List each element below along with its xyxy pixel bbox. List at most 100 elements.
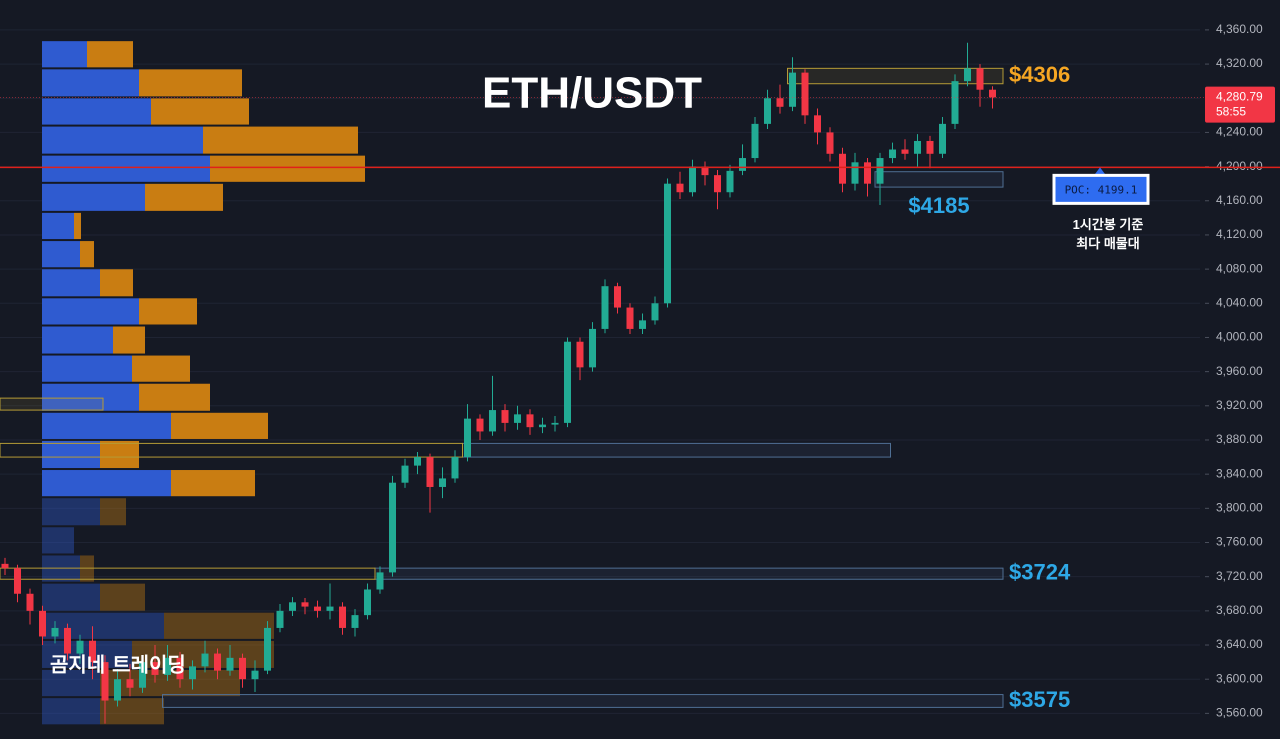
candle-body	[976, 68, 984, 90]
candle-body	[301, 602, 309, 607]
candle-body	[614, 286, 621, 308]
zone-label: $4185	[908, 193, 969, 218]
profile-buy-bar	[42, 669, 100, 697]
profile-buy-bar	[42, 412, 171, 439]
candle-body	[826, 132, 834, 154]
profile-buy-bar	[42, 326, 113, 354]
candle-body	[26, 593, 34, 611]
profile-sell-bar	[100, 498, 126, 526]
candle-body	[39, 610, 46, 637]
profile-buy-bar	[42, 98, 151, 125]
profile-buy-bar	[42, 527, 74, 554]
profile-sell-bar	[100, 583, 145, 611]
candle-body	[14, 568, 21, 594]
zone-box	[462, 442, 891, 458]
candle-body	[401, 465, 409, 483]
candle-body	[264, 627, 271, 671]
candle-body	[751, 123, 759, 159]
profile-buy-bar	[42, 470, 171, 497]
zone-box	[374, 567, 1004, 580]
zones: $4306 $4185 $3724 $3575	[0, 62, 1071, 712]
profile-sell-bar	[164, 612, 274, 639]
candle-body	[626, 307, 634, 329]
candle-body	[651, 303, 659, 321]
candle-body	[251, 670, 259, 680]
candle-body	[126, 679, 134, 688]
candle-body	[64, 627, 71, 654]
y-tick-label: 4,080.00	[1216, 261, 1263, 275]
profile-buy-bar	[42, 440, 100, 469]
candle-body	[451, 457, 459, 479]
zone-box	[0, 397, 104, 411]
profile-sell-bar	[87, 41, 133, 68]
y-tick-label: 3,640.00	[1216, 637, 1263, 651]
profile-buy-bar	[42, 640, 132, 668]
candle-body	[114, 679, 121, 701]
profile-sell-bar	[74, 212, 81, 240]
candle-body	[439, 478, 446, 487]
y-tick-label: 3,760.00	[1216, 535, 1263, 549]
candle-body	[289, 602, 296, 611]
poc-box	[1052, 173, 1150, 205]
candle-body	[151, 662, 159, 675]
profile-buy-bar	[42, 269, 100, 297]
y-tick-label: 4,160.00	[1216, 193, 1263, 207]
y-tick-label: 3,800.00	[1216, 501, 1263, 515]
candle-body	[914, 140, 921, 154]
zone-box	[874, 171, 1004, 188]
profile-buy-bar	[42, 698, 100, 725]
candle-body	[789, 72, 796, 107]
y-tick-label: 3,960.00	[1216, 364, 1263, 378]
candle-body	[839, 153, 846, 184]
y-tick-label: 3,720.00	[1216, 569, 1263, 583]
profile-sell-bar	[139, 383, 210, 411]
profile-sell-bar	[139, 69, 242, 97]
candle-body	[639, 320, 646, 329]
candle-body	[364, 589, 371, 616]
profile-sell-bar	[139, 298, 197, 325]
last-price-box	[1205, 86, 1275, 123]
zone-label: $3575	[1009, 687, 1070, 712]
candle-body	[664, 183, 671, 304]
candle-body	[464, 418, 471, 458]
candle-body	[576, 341, 584, 368]
candle-body	[676, 183, 684, 193]
candle-body	[476, 418, 484, 432]
candle-body	[376, 572, 384, 590]
candle-body	[351, 615, 359, 628]
candle-body	[139, 662, 146, 688]
profile-sell-bar	[203, 126, 358, 154]
profile-buy-bar	[42, 41, 87, 68]
candle-body	[164, 657, 171, 675]
candle-body	[326, 606, 334, 611]
y-tick-label: 4,320.00	[1216, 56, 1263, 70]
candle-body	[1, 563, 9, 569]
profile-sell-bar	[100, 698, 164, 725]
y-tick-label: 4,200.00	[1216, 159, 1263, 173]
candle-body	[714, 175, 721, 193]
profile-sell-bar	[210, 155, 365, 182]
candle-body	[514, 414, 521, 423]
candle-body	[201, 653, 209, 667]
chart-title: ETH/USDT	[482, 69, 702, 118]
profile-buy-bar	[42, 355, 132, 382]
candle-body	[314, 606, 321, 611]
candle-body	[851, 162, 859, 184]
candle-body	[889, 149, 896, 159]
candle-body	[176, 657, 184, 680]
candle-body	[76, 640, 84, 654]
zone-extension	[0, 567, 376, 580]
profile-buy-bar	[42, 583, 100, 611]
y-tick-label: 3,920.00	[1216, 398, 1263, 412]
candle-body	[339, 606, 346, 628]
poc-note: 1시간봉 기준	[1073, 217, 1144, 232]
candle-body	[414, 457, 421, 466]
profile-sell-bar	[100, 440, 139, 469]
candle-body	[101, 662, 109, 701]
candle-body	[814, 115, 821, 133]
candle-body	[739, 158, 746, 171]
y-tick-label: 4,040.00	[1216, 295, 1263, 309]
y-tick-label: 4,000.00	[1216, 330, 1263, 344]
profile-sell-bar	[151, 98, 249, 125]
